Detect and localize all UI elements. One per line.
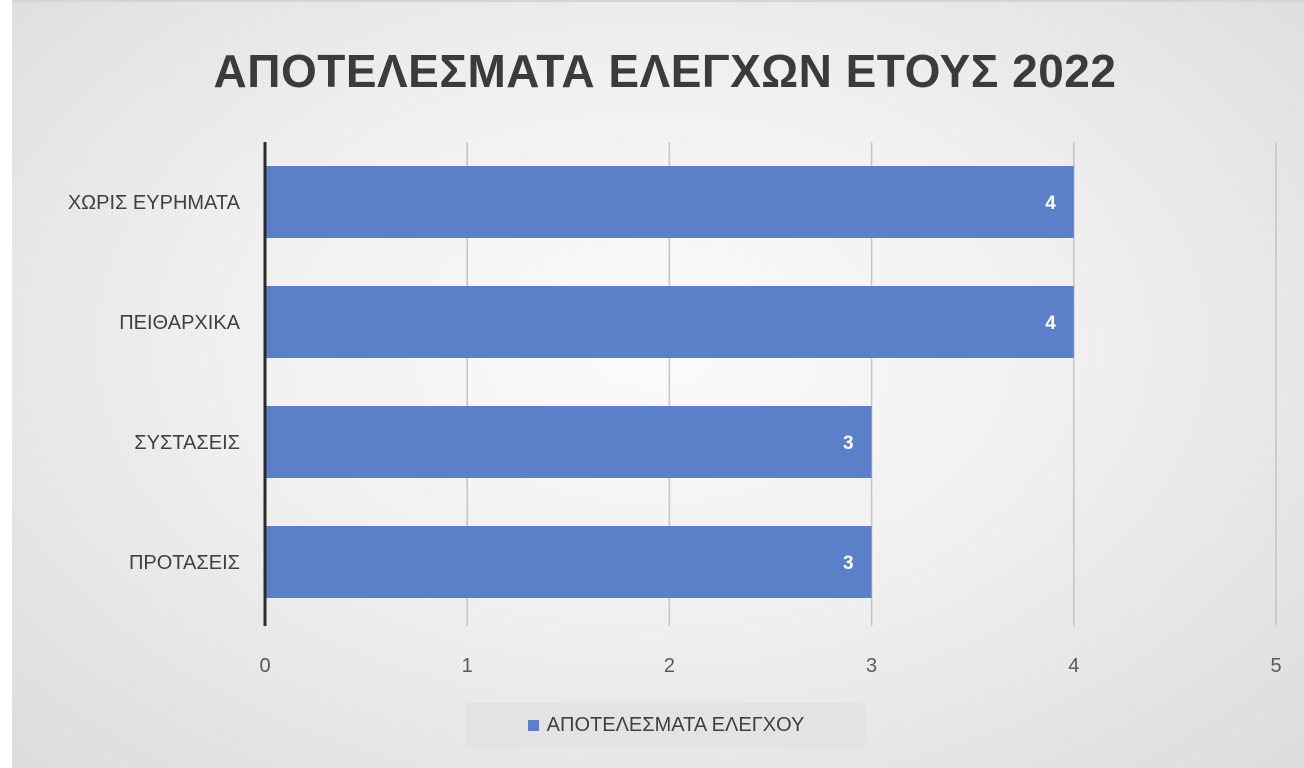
category-label-2: ΠΕΙΘΑΡΧΙΚΑ xyxy=(119,312,240,334)
x-tick-label-2: 2 xyxy=(664,655,675,677)
legend-label: ΑΠΟΤΕΛΕΣΜΑΤΑ ΕΛΕΓΧΟΥ xyxy=(546,713,805,736)
x-tick-label-1: 1 xyxy=(462,655,473,677)
x-tick-label-4: 4 xyxy=(1068,655,1079,677)
chart-legend: ΑΠΟΤΕΛΕΣΜΑΤΑ ΕΛΕΓΧΟΥ xyxy=(466,703,866,747)
bar-2 xyxy=(265,286,1074,358)
category-label-4: ΠΡΟΤΑΣΕΙΣ xyxy=(129,552,240,574)
frame-border xyxy=(0,0,1304,2)
frame-margin xyxy=(0,0,12,768)
category-label-1: ΧΩΡΙΣ ΕΥΡΗΜΑΤΑ xyxy=(68,192,241,214)
x-tick-label-3: 3 xyxy=(866,655,877,677)
chart-title: ΑΠΟΤΕΛΕΣΜΑΤΑ ΕΛΕΓΧΩΝ ΕΤΟΥΣ 2022 xyxy=(213,45,1117,97)
bar-4 xyxy=(265,526,872,598)
bar-1 xyxy=(265,166,1074,238)
labels: 0 1 2 3 4 5 4 ΧΩΡΙΣ ΕΥΡΗΜΑΤΑ 4 ΠΕΙΘΑΡΧΙΚΑ 3 ΣΥΣΤΑΣΕ… xyxy=(68,192,1282,677)
data-label-4: 3 xyxy=(843,553,854,574)
bar-3 xyxy=(265,406,872,478)
data-label-1: 4 xyxy=(1045,193,1056,214)
x-tick-label-0: 0 xyxy=(259,655,270,677)
legend-swatch xyxy=(527,719,539,731)
bars xyxy=(265,166,1074,598)
category-label-3: ΣΥΣΤΑΣΕΙΣ xyxy=(134,432,240,454)
data-label-3: 3 xyxy=(843,433,854,454)
data-label-2: 4 xyxy=(1045,313,1056,334)
x-tick-label-5: 5 xyxy=(1270,655,1281,677)
